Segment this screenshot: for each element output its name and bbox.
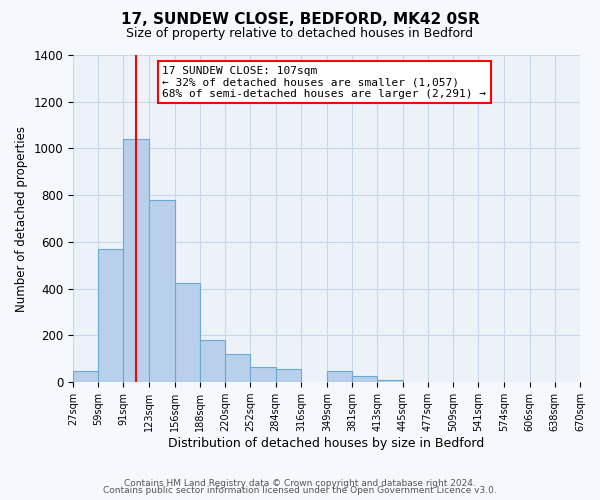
Bar <box>124 139 149 382</box>
Bar <box>352 376 377 382</box>
Text: Contains HM Land Registry data © Crown copyright and database right 2024.: Contains HM Land Registry data © Crown c… <box>124 478 476 488</box>
Bar <box>175 283 200 382</box>
Bar <box>225 354 250 382</box>
Bar <box>327 370 352 382</box>
X-axis label: Distribution of detached houses by size in Bedford: Distribution of detached houses by size … <box>169 437 485 450</box>
Text: Contains public sector information licensed under the Open Government Licence v3: Contains public sector information licen… <box>103 486 497 495</box>
Bar <box>250 367 275 382</box>
Text: 17 SUNDEW CLOSE: 107sqm
← 32% of detached houses are smaller (1,057)
68% of semi: 17 SUNDEW CLOSE: 107sqm ← 32% of detache… <box>162 66 486 98</box>
Y-axis label: Number of detached properties: Number of detached properties <box>15 126 28 312</box>
Bar <box>98 249 124 382</box>
Bar <box>73 370 98 382</box>
Text: Size of property relative to detached houses in Bedford: Size of property relative to detached ho… <box>127 28 473 40</box>
Bar <box>200 340 225 382</box>
Text: 17, SUNDEW CLOSE, BEDFORD, MK42 0SR: 17, SUNDEW CLOSE, BEDFORD, MK42 0SR <box>121 12 479 28</box>
Bar <box>275 370 301 382</box>
Bar <box>149 200 175 382</box>
Bar <box>377 380 403 382</box>
